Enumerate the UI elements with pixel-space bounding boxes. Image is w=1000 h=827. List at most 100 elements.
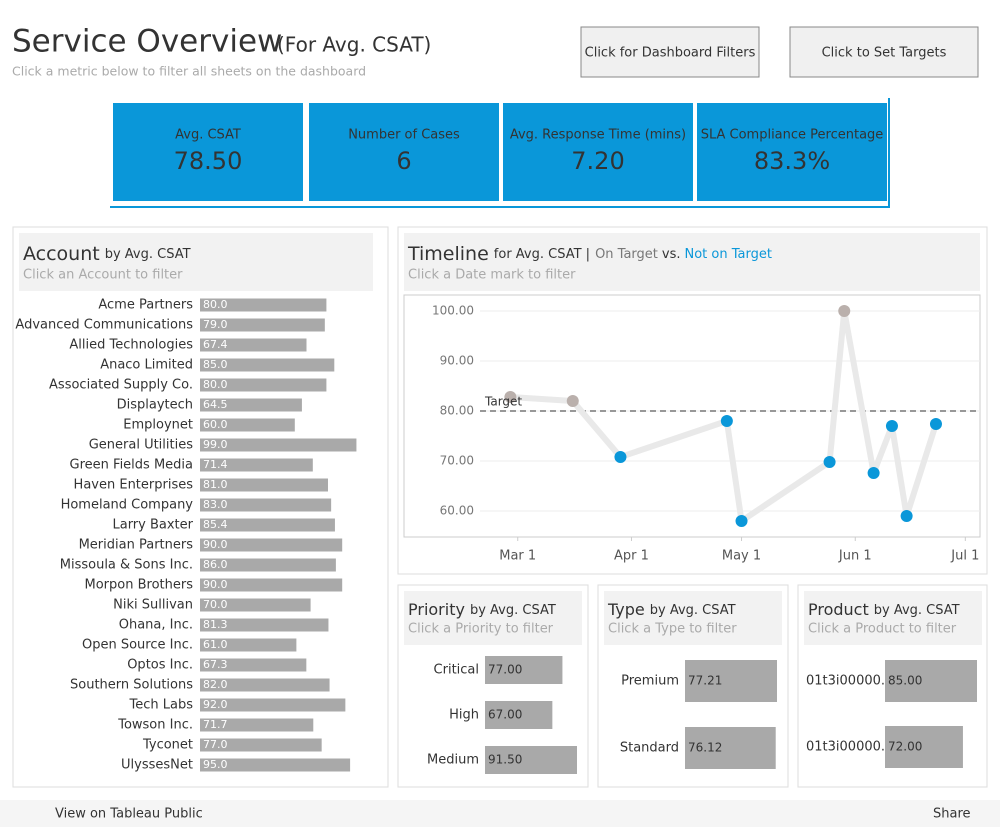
- bar[interactable]: [685, 727, 776, 769]
- value-label: 61.0: [203, 638, 228, 651]
- category-label[interactable]: 01t3i00000..: [806, 740, 889, 755]
- category-label[interactable]: High: [449, 708, 479, 723]
- category-label[interactable]: Larry Baxter: [112, 518, 193, 533]
- value-label: 95.0: [203, 758, 228, 771]
- bar[interactable]: [200, 618, 329, 632]
- kpi-card[interactable]: [309, 103, 499, 201]
- target-button[interactable]: [789, 26, 979, 78]
- panel: [12, 226, 389, 788]
- bar[interactable]: [485, 701, 553, 729]
- point[interactable]: [614, 451, 627, 463]
- category-label[interactable]: Open Source Inc.: [82, 638, 193, 653]
- button-label[interactable]: Click to Set Targets: [822, 46, 947, 61]
- category-label[interactable]: Standard: [620, 741, 679, 756]
- bar[interactable]: [200, 698, 346, 712]
- category-label[interactable]: Missoula & Sons Inc.: [60, 558, 193, 573]
- point[interactable]: [720, 415, 733, 427]
- bar[interactable]: [200, 298, 327, 312]
- bar[interactable]: [200, 598, 311, 612]
- category-label[interactable]: Southern Solutions: [70, 678, 193, 693]
- category-label[interactable]: Haven Enterprises: [74, 478, 194, 493]
- bar[interactable]: [200, 738, 322, 752]
- bar[interactable]: [200, 478, 328, 492]
- category-label[interactable]: Allied Technologies: [69, 338, 193, 353]
- bar[interactable]: [200, 418, 295, 432]
- category-label[interactable]: Anaco Limited: [100, 358, 193, 373]
- value-label: 71.4: [203, 458, 228, 471]
- point[interactable]: [900, 510, 913, 522]
- bar[interactable]: [200, 358, 335, 372]
- bar[interactable]: [200, 458, 313, 472]
- category-label[interactable]: Homeland Company: [61, 498, 194, 513]
- category-label[interactable]: Tech Labs: [129, 698, 194, 713]
- bar[interactable]: [200, 438, 357, 452]
- kpi-label: SLA Compliance Percentage: [701, 128, 884, 143]
- category-label[interactable]: Optos Inc.: [127, 658, 193, 673]
- share[interactable]: Share: [933, 807, 971, 822]
- bar[interactable]: [485, 656, 563, 684]
- bar[interactable]: [200, 338, 307, 352]
- category-label[interactable]: 01t3i00000..: [806, 674, 889, 689]
- bar[interactable]: [200, 678, 330, 692]
- line: [510, 308, 939, 524]
- point[interactable]: [867, 467, 880, 479]
- category-label[interactable]: Tyconet: [142, 738, 193, 753]
- bar[interactable]: [200, 518, 335, 532]
- value-label: 99.0: [203, 438, 228, 451]
- bar[interactable]: [200, 558, 336, 572]
- category-label[interactable]: Morpon Brothers: [85, 578, 194, 593]
- bar[interactable]: [200, 578, 343, 592]
- kpi-card[interactable]: [503, 103, 693, 201]
- bar[interactable]: [200, 538, 343, 552]
- panel: [797, 584, 988, 788]
- category-label[interactable]: Medium: [427, 753, 479, 768]
- point[interactable]: [929, 418, 942, 430]
- panel-subtitle: Click an Account to filter: [23, 268, 183, 283]
- bar[interactable]: [885, 660, 977, 702]
- category-label[interactable]: Towson Inc.: [117, 718, 193, 733]
- category-label[interactable]: Niki Sullivan: [113, 598, 193, 613]
- point[interactable]: [504, 391, 517, 403]
- bar[interactable]: [685, 660, 777, 702]
- kpi-card[interactable]: [697, 103, 887, 201]
- bar[interactable]: [200, 498, 332, 512]
- panel-header: [404, 591, 582, 645]
- bar[interactable]: [885, 726, 963, 768]
- panel-title: Type by Avg. CSAT: [607, 600, 736, 619]
- category-label[interactable]: General Utilities: [89, 438, 194, 453]
- category-label[interactable]: Displaytech: [117, 398, 193, 413]
- button-label[interactable]: Click for Dashboard Filters: [585, 46, 756, 61]
- point[interactable]: [823, 456, 836, 468]
- bar[interactable]: [200, 758, 351, 772]
- point[interactable]: [566, 395, 579, 407]
- filter-button[interactable]: [580, 26, 760, 78]
- footer-link[interactable]: View on Tableau Public: [55, 807, 203, 822]
- category-label[interactable]: Green Fields Media: [70, 458, 193, 473]
- category-label[interactable]: Ohana, Inc.: [119, 618, 193, 633]
- bar[interactable]: [200, 718, 314, 732]
- bar[interactable]: [200, 658, 307, 672]
- value-label: 77.21: [688, 674, 722, 688]
- bar[interactable]: [200, 318, 325, 332]
- bar[interactable]: [200, 378, 327, 392]
- point[interactable]: [885, 420, 898, 432]
- kpi-card[interactable]: [113, 103, 303, 201]
- category-label[interactable]: Employnet: [123, 418, 193, 433]
- point[interactable]: [838, 305, 851, 317]
- legend-vs: vs.: [662, 247, 681, 262]
- category-label[interactable]: Critical: [434, 663, 479, 678]
- category-label[interactable]: UlyssesNet: [121, 758, 193, 773]
- point[interactable]: [735, 515, 748, 527]
- category-label[interactable]: Advanced Communications: [15, 318, 193, 333]
- value-label: 81.3: [203, 618, 228, 631]
- kpi-label: Avg. Response Time (mins): [510, 128, 686, 143]
- category-label[interactable]: Meridian Partners: [79, 538, 194, 553]
- category-label[interactable]: Acme Partners: [98, 298, 193, 313]
- category-label[interactable]: Premium: [621, 674, 679, 689]
- bar[interactable]: [200, 638, 297, 652]
- bar[interactable]: [485, 746, 577, 774]
- category-label[interactable]: Associated Supply Co.: [49, 378, 193, 393]
- panel: [397, 584, 589, 788]
- bar[interactable]: [200, 398, 302, 412]
- x-tick-label: Jul 1: [950, 549, 979, 564]
